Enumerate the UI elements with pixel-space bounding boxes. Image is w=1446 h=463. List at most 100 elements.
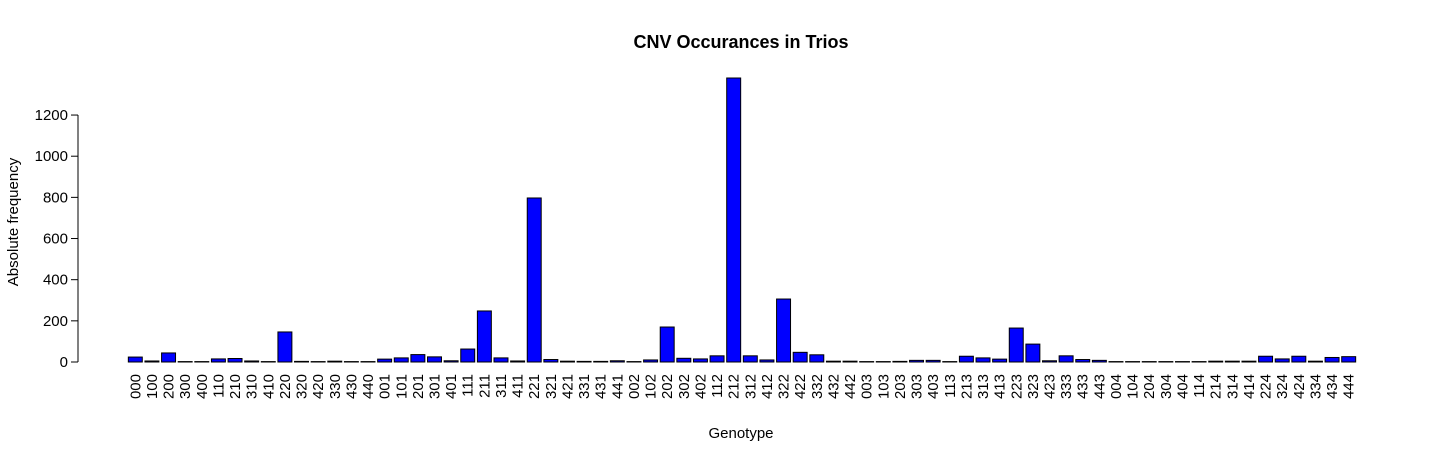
bar xyxy=(543,359,559,363)
bar xyxy=(576,360,592,363)
bar xyxy=(958,355,974,363)
x-tick-label: 420 xyxy=(310,374,327,399)
x-tick-label: 423 xyxy=(1042,374,1059,399)
x-tick-label: 411 xyxy=(510,374,527,398)
x-tick-label: 224 xyxy=(1258,374,1275,399)
x-tick-label: 401 xyxy=(443,374,460,399)
x-tick-label: 312 xyxy=(742,374,759,399)
x-tick-label: 221 xyxy=(526,374,543,399)
bar xyxy=(609,360,625,363)
x-tick-label: 200 xyxy=(161,374,178,399)
x-tick-label: 102 xyxy=(643,374,660,399)
x-tick-label: 334 xyxy=(1307,374,1324,399)
bar xyxy=(742,355,758,363)
bar xyxy=(294,360,310,363)
x-tick-label: 223 xyxy=(1008,374,1025,399)
x-tick-label: 404 xyxy=(1174,374,1191,399)
bar xyxy=(526,197,542,363)
x-tick-label: 424 xyxy=(1291,374,1308,399)
x-tick-label: 220 xyxy=(277,374,294,399)
x-tick-label: 410 xyxy=(260,374,277,399)
x-tick-label: 301 xyxy=(427,374,444,399)
x-tick-label: 322 xyxy=(776,374,793,399)
x-tick-label: 112 xyxy=(709,374,726,398)
bar xyxy=(277,331,293,363)
x-tick-label: 111 xyxy=(460,374,477,397)
bar xyxy=(593,360,609,363)
x-tick-label: 444 xyxy=(1341,374,1358,399)
x-tick-label: 114 xyxy=(1191,374,1208,398)
x-tick-label: 441 xyxy=(609,374,626,399)
bar xyxy=(892,360,908,363)
x-tick-label: 421 xyxy=(559,374,576,399)
bar xyxy=(244,360,260,363)
x-tick-label: 422 xyxy=(792,374,809,399)
bar xyxy=(1324,356,1340,363)
x-tick-label: 434 xyxy=(1324,374,1341,399)
x-tick-label: 311 xyxy=(493,374,510,398)
bar xyxy=(1341,356,1357,363)
x-tick-label: 413 xyxy=(992,374,1009,399)
bar xyxy=(842,360,858,363)
x-tick-label: 313 xyxy=(975,374,992,399)
bar xyxy=(992,358,1008,363)
x-tick-label: 202 xyxy=(659,374,676,399)
bar xyxy=(1042,360,1057,363)
x-tick-label: 400 xyxy=(194,374,211,399)
x-tick-label: 321 xyxy=(543,374,560,399)
x-tick-label: 304 xyxy=(1158,374,1175,399)
bar xyxy=(427,356,442,363)
x-tick-label: 323 xyxy=(1025,374,1042,399)
bar xyxy=(1008,327,1024,363)
x-tick-label: 212 xyxy=(726,374,743,399)
bar xyxy=(809,354,825,363)
bar xyxy=(1025,343,1041,363)
x-tick-label: 203 xyxy=(892,374,909,399)
x-tick-label: 003 xyxy=(859,374,876,399)
x-tick-label: 000 xyxy=(127,374,144,399)
x-tick-label: 211 xyxy=(476,374,493,398)
x-tick-label: 412 xyxy=(759,374,776,399)
x-tick-label: 110 xyxy=(210,374,227,398)
bar xyxy=(692,358,708,363)
x-tick-label: 403 xyxy=(925,374,942,399)
x-tick-label: 101 xyxy=(393,374,410,399)
x-tick-label: 442 xyxy=(842,374,859,399)
x-tick-label: 213 xyxy=(958,374,975,399)
bar xyxy=(792,351,808,363)
bar xyxy=(726,77,742,363)
bar xyxy=(1208,360,1224,363)
x-tick-label: 333 xyxy=(1058,374,1075,399)
bar xyxy=(1307,360,1323,363)
x-tick-label: 320 xyxy=(294,374,311,399)
bar xyxy=(493,357,509,363)
chart-title: CNV Occurances in Trios xyxy=(633,32,848,52)
x-tick-label: 402 xyxy=(692,374,709,399)
y-tick-label: 400 xyxy=(43,272,68,289)
bar xyxy=(659,326,675,363)
bar xyxy=(1258,355,1274,363)
x-tick-label: 331 xyxy=(576,374,593,399)
bar xyxy=(643,359,659,363)
bar xyxy=(1224,360,1240,363)
x-tick-label: 302 xyxy=(676,374,693,399)
bar xyxy=(327,360,343,363)
bar xyxy=(1274,358,1290,363)
y-tick-label: 200 xyxy=(43,313,68,330)
x-tick-label: 001 xyxy=(377,374,394,399)
x-tick-label: 430 xyxy=(343,374,360,399)
bar xyxy=(460,348,476,363)
x-tick-label: 433 xyxy=(1075,374,1092,399)
bar xyxy=(1091,359,1107,363)
y-tick-label: 0 xyxy=(60,354,68,371)
x-tick-label: 104 xyxy=(1125,374,1142,399)
bar xyxy=(1291,355,1307,363)
x-tick-label: 440 xyxy=(360,374,377,399)
x-tick-label: 214 xyxy=(1208,374,1225,399)
bar xyxy=(776,298,792,363)
x-tick-label: 414 xyxy=(1241,374,1258,399)
bar xyxy=(127,356,143,363)
bar xyxy=(510,360,526,363)
